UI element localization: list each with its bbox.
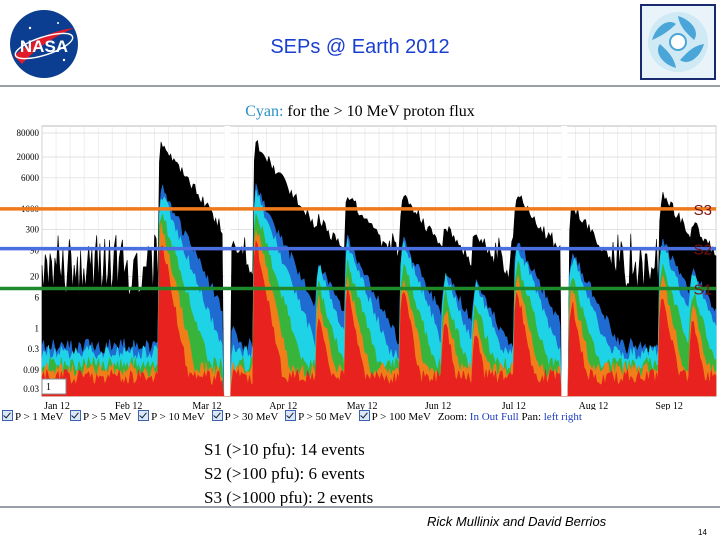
header-divider [0,85,720,87]
x-tick-label: Jun 12 [425,401,451,410]
proton-flux-chart[interactable]: 0.030.090.3162090300100060002000080000 S… [0,120,720,410]
y-tick-label: 6000 [21,173,40,183]
chart-caption-cyan: Cyan: [245,103,284,120]
range-box-label: 1 [46,382,51,393]
chart-caption-text: for the > 10 MeV proton flux [283,103,475,120]
series-area [41,240,717,397]
threshold-label: S1 [694,281,712,298]
zoom-label: Zoom: [437,411,468,423]
x-tick-label: Apr 12 [269,401,297,410]
y-tick-label: 90 [30,245,40,255]
threshold-label: S3 [694,202,712,219]
event-summary-s2: S2 (>100 pfu): 6 events [204,464,365,483]
legend-item-p10[interactable]: P > 10 MeV [138,410,205,423]
data-gap [224,126,231,396]
zoom-out-link[interactable]: Out [481,411,499,423]
x-tick-label: Jul 12 [502,401,526,410]
legend-label: P > 5 MeV [83,411,132,423]
legend-item-p30[interactable]: P > 30 MeV [211,410,279,423]
zoom-full-link[interactable]: Full [500,411,519,423]
event-summary-s1: S1 (>10 pfu): 14 events [204,440,365,459]
checkbox-icon[interactable] [358,410,370,421]
slide-title: SEPs @ Earth 2012 [270,36,450,58]
zoom-in-link[interactable]: In [469,411,479,423]
legend-item-p100[interactable]: P > 100 MeV [358,410,431,423]
legend-item-p5[interactable]: P > 5 MeV [70,410,132,423]
y-tick-label: 0.3 [28,344,40,354]
legend-label: P > 1 MeV [15,411,64,423]
checkbox-icon[interactable] [2,410,13,421]
legend-item-p1[interactable]: P > 1 MeV [2,410,64,423]
x-tick-label: Feb 12 [115,401,143,410]
pan-left-link[interactable]: left [543,411,559,423]
y-axis-ticks: 0.030.090.3162090300100060002000080000 [17,128,40,394]
event-summary: S1 (>10 pfu): 14 events S2 (>100 pfu): 6… [204,438,373,510]
legend-bar: P > 1 MeV P > 5 MeV P > 10 MeV P > 30 Me… [2,410,582,423]
footer-divider [0,506,720,508]
y-tick-label: 300 [26,225,40,235]
nasa-logo: NASA [10,10,78,78]
x-tick-label: May 12 [347,401,378,410]
legend-label: P > 10 MeV [151,411,205,423]
legend-item-p50[interactable]: P > 50 MeV [285,410,352,423]
y-tick-label: 6 [35,292,40,302]
range-box[interactable] [41,378,67,395]
chart-caption: Cyan: for the > 10 MeV proton flux [0,103,720,121]
checkbox-icon[interactable] [211,410,223,421]
checkbox-icon[interactable] [138,410,150,421]
x-tick-label: Sep 12 [655,401,683,410]
legend-label: P > 50 MeV [298,411,352,423]
legend-label: P > 100 MeV [371,411,431,423]
x-tick-label: Jan 12 [44,401,70,410]
legend-label: P > 30 MeV [224,411,279,423]
checkbox-icon[interactable] [285,410,297,421]
x-axis-ticks: Jan 12 Feb 12 Mar 12 Apr 12 May 12 Jun 12 Jul … [44,401,683,410]
y-tick-label: 80000 [17,128,40,138]
series-area [41,189,717,397]
threshold-label: S2 [694,242,712,259]
event-summary-s3: S3 (>1000 pfu): 2 events [204,488,374,507]
y-tick-label: 20 [30,271,40,281]
threshold-lines: S3 S2 S1 [0,202,716,298]
x-tick-label: Aug 12 [579,401,609,410]
y-tick-label: 0.03 [23,384,39,394]
checkbox-icon[interactable] [70,410,82,421]
mission-logo [640,4,716,80]
y-tick-label: 0.09 [23,365,39,375]
nasa-logo-text: NASA [20,37,68,56]
slide-header: NASA SEPs @ Earth 2012 [0,0,720,95]
pan-label: Pan: [521,411,541,423]
page-number: 14 [698,528,707,537]
y-tick-label: 1 [35,323,40,333]
x-tick-label: Mar 12 [192,401,221,410]
nasa-logo-swoosh [14,28,74,64]
data-gap [561,126,568,396]
pan-right-link[interactable]: right [561,411,582,423]
y-tick-label: 20000 [17,152,40,162]
flux-series [41,126,717,397]
author-credit: Rick Mullinix and David Berrios [427,514,607,529]
